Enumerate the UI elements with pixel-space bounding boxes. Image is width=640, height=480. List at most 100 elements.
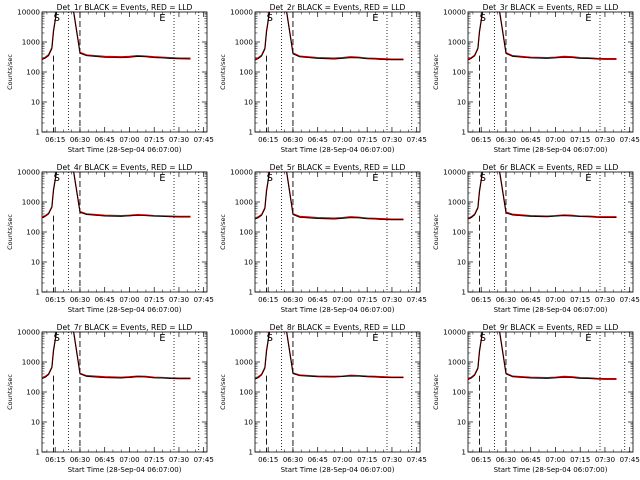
x-tick-label: 07:00 — [119, 136, 139, 144]
chart-title: Det_4r BLACK = Events, RED = LLD — [57, 163, 193, 172]
x-tick-label: 06:45 — [521, 296, 541, 304]
annotation-e: E — [372, 13, 378, 24]
x-tick-label: 07:45 — [620, 296, 640, 304]
y-tick-label: 10 — [457, 418, 467, 427]
detector-panel-6: Det_6r BLACK = Events, RED = LLD Counts/s… — [426, 160, 640, 320]
detector-panel-8: Det_8r BLACK = Events, RED = LLD Counts/s… — [213, 320, 427, 480]
x-tick-label: 07:00 — [332, 136, 352, 144]
y-tick-label: 1000 — [22, 198, 41, 207]
chart-svg: Det_5r BLACK = Events, RED = LLD Counts/s… — [219, 163, 427, 314]
x-tick-label: 06:15 — [258, 296, 278, 304]
plot-frame — [41, 11, 208, 133]
series-line-events-black — [255, 172, 404, 221]
y-tick-label: 100 — [26, 228, 40, 237]
y-tick-label: 1000 — [235, 198, 254, 207]
chart-title: Det_3r BLACK = Events, RED = LLD — [483, 3, 619, 12]
y-tick-label: 10 — [31, 418, 41, 427]
y-tick-label: 100 — [452, 228, 466, 237]
series-line-lld-red — [255, 172, 404, 220]
chart-svg: Det_4r BLACK = Events, RED = LLD Counts/s… — [6, 163, 214, 314]
chart-title: Det_2r BLACK = Events, RED = LLD — [270, 3, 406, 12]
y-tick-label: 10000 — [230, 168, 253, 177]
annotation-e: E — [372, 333, 378, 344]
x-tick-label: 07:15 — [144, 456, 164, 464]
x-axis-label: Start Time (28-Sep-04 06:07:00) — [68, 146, 182, 154]
y-tick-label: 1 — [35, 128, 40, 137]
plot-area — [468, 172, 626, 292]
x-tick-label: 07:30 — [169, 456, 189, 464]
chart-title: Det_1r BLACK = Events, RED = LLD — [57, 3, 193, 12]
chart-svg: Det_3r BLACK = Events, RED = LLD Counts/s… — [432, 3, 640, 154]
annotation-e: E — [159, 333, 165, 344]
chart-svg: Det_1r BLACK = Events, RED = LLD Counts/s… — [6, 3, 214, 154]
y-tick-label: 10000 — [443, 8, 466, 17]
x-tick-label: 06:15 — [45, 136, 65, 144]
y-axis-label: Counts/sec — [219, 214, 227, 250]
y-tick-label: 1 — [248, 128, 253, 137]
x-tick-label: 06:45 — [95, 136, 115, 144]
y-tick-label: 1 — [248, 448, 253, 457]
plot-area — [42, 12, 200, 132]
series-line-lld-red — [42, 12, 191, 60]
x-tick-label: 06:30 — [283, 296, 303, 304]
x-tick-label: 06:15 — [45, 456, 65, 464]
y-tick-label: 10000 — [17, 168, 40, 177]
x-tick-label: 07:30 — [169, 296, 189, 304]
x-tick-label: 07:30 — [382, 456, 402, 464]
series-line-lld-red — [468, 332, 617, 380]
x-tick-label: 07:00 — [545, 456, 565, 464]
x-tick-label: 07:45 — [194, 296, 214, 304]
x-tick-label: 07:30 — [595, 136, 615, 144]
y-tick-label: 1000 — [448, 358, 467, 367]
chart-title: Det_8r BLACK = Events, RED = LLD — [270, 323, 406, 332]
x-tick-label: 07:15 — [357, 296, 377, 304]
annotation-e: E — [159, 173, 165, 184]
x-tick-label: 07:45 — [194, 456, 214, 464]
x-tick-label: 07:15 — [144, 136, 164, 144]
annotation-e: E — [585, 333, 591, 344]
plot-area — [255, 12, 413, 132]
y-tick-label: 10000 — [230, 328, 253, 337]
detector-panel-7: Det_7r BLACK = Events, RED = LLD Counts/s… — [0, 320, 214, 480]
annotation-s: S — [267, 333, 273, 344]
y-tick-label: 100 — [239, 388, 253, 397]
x-tick-label: 06:30 — [283, 136, 303, 144]
chart-svg: Det_8r BLACK = Events, RED = LLD Counts/s… — [219, 323, 427, 474]
plot-frame — [467, 11, 634, 133]
x-tick-label: 06:30 — [70, 136, 90, 144]
y-tick-label: 10000 — [443, 168, 466, 177]
plot-area — [468, 332, 626, 452]
y-axis-label: Counts/sec — [6, 54, 14, 90]
x-axis-label: Start Time (28-Sep-04 06:07:00) — [494, 466, 608, 474]
annotation-e: E — [159, 13, 165, 24]
plot-frame — [254, 11, 421, 133]
x-tick-label: 06:45 — [308, 456, 328, 464]
y-tick-label: 1 — [461, 288, 466, 297]
x-tick-label: 07:30 — [382, 296, 402, 304]
y-axis-label: Counts/sec — [432, 214, 440, 250]
series-line-events-black — [255, 332, 404, 380]
series-line-lld-red — [42, 332, 191, 379]
x-axis-label: Start Time (28-Sep-04 06:07:00) — [494, 306, 608, 314]
series-line-lld-red — [42, 172, 191, 218]
annotation-s: S — [480, 173, 486, 184]
chart-svg: Det_2r BLACK = Events, RED = LLD Counts/s… — [219, 3, 427, 154]
y-tick-label: 100 — [239, 228, 253, 237]
x-tick-label: 07:30 — [169, 136, 189, 144]
x-tick-label: 07:45 — [407, 296, 427, 304]
annotation-e: E — [585, 173, 591, 184]
y-tick-label: 100 — [452, 68, 466, 77]
y-tick-label: 1 — [461, 448, 466, 457]
x-tick-label: 06:15 — [471, 296, 491, 304]
plot-frame — [254, 331, 421, 453]
series-line-events-black — [42, 172, 191, 219]
detector-panel-5: Det_5r BLACK = Events, RED = LLD Counts/s… — [213, 160, 427, 320]
y-tick-label: 10000 — [17, 328, 40, 337]
y-tick-label: 1000 — [22, 38, 41, 47]
y-tick-label: 10000 — [17, 8, 40, 17]
x-tick-label: 06:45 — [308, 296, 328, 304]
y-tick-label: 10 — [244, 258, 254, 267]
y-tick-label: 10 — [31, 98, 41, 107]
x-tick-label: 07:15 — [570, 456, 590, 464]
